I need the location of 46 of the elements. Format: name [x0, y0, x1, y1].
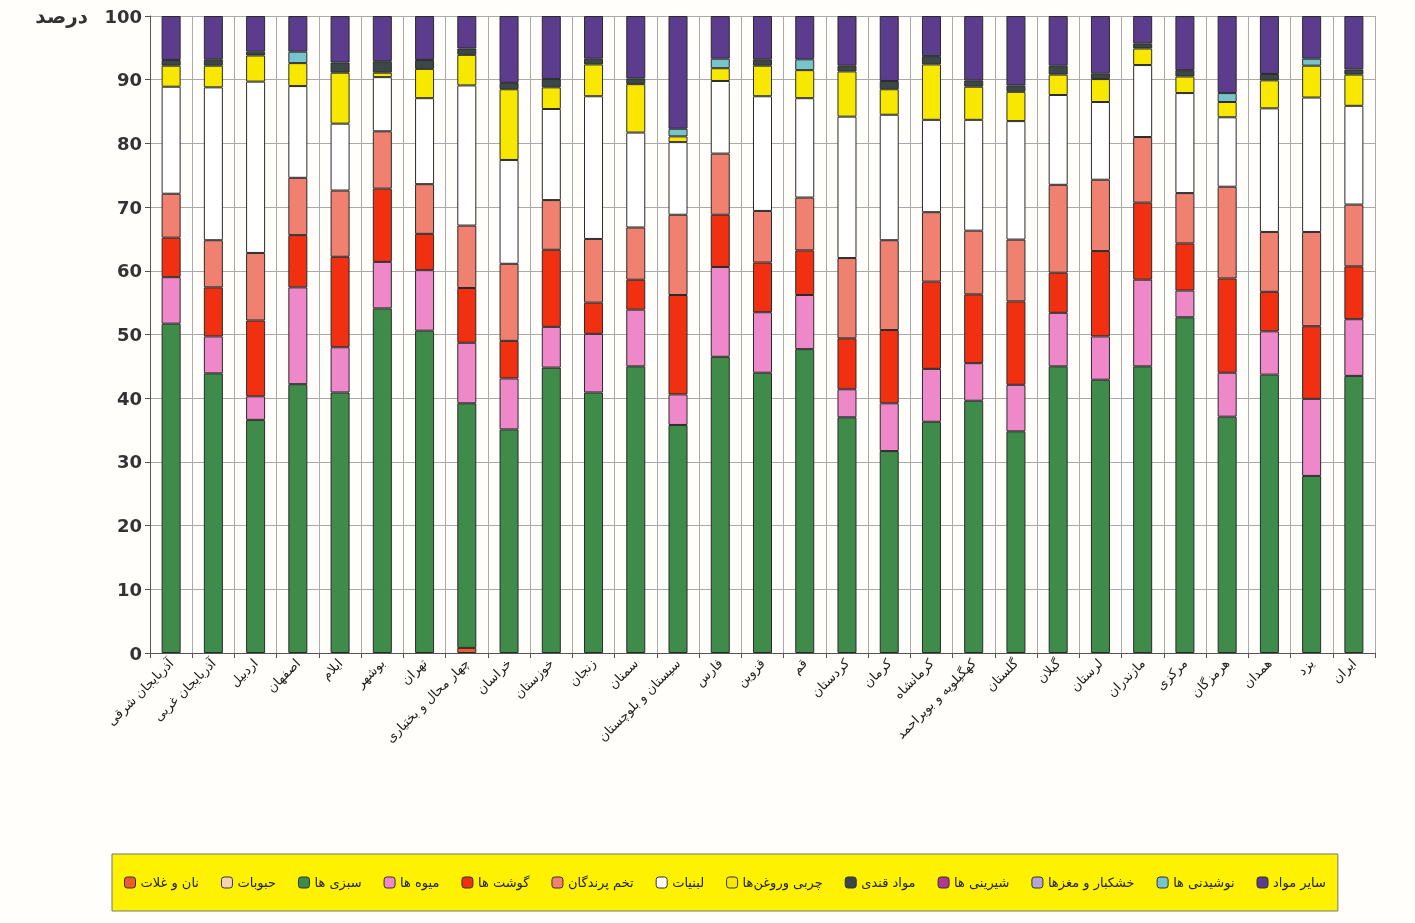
- x-tick-label: قم: [788, 655, 811, 678]
- x-tick-label: مازندران: [1104, 655, 1149, 701]
- y-tick-label: 10: [116, 578, 142, 600]
- legend-label: سایر مواد: [1273, 875, 1326, 891]
- legend-label: تخم پرندگان: [567, 875, 635, 891]
- x-tick-label: یزد: [1294, 655, 1318, 679]
- x-tick-label: گلستان: [982, 655, 1022, 695]
- x-tick-label: قزوین: [733, 655, 769, 691]
- legend-label: سبزی ها: [314, 875, 362, 891]
- legend-label: نان و غلات: [140, 875, 199, 891]
- y-tick-label: 40: [116, 387, 142, 409]
- y-tick-label: 100: [104, 5, 142, 27]
- legend-label: حبوبات: [237, 875, 276, 891]
- x-tick-label: کرمان: [860, 655, 896, 691]
- x-tick-label: کردستان: [808, 655, 854, 701]
- x-tick-label: زنجان: [565, 655, 600, 690]
- x-tick-label: اردبیل: [226, 655, 262, 691]
- x-tick-label: هرمزگان: [1188, 655, 1234, 701]
- legend-label: نوشیدنی ها: [1173, 875, 1235, 891]
- legend-label: میوه ها: [400, 875, 440, 891]
- x-tick-label: بوشهر: [352, 655, 389, 693]
- x-tick-label: ایلام: [318, 655, 346, 683]
- y-tick-label: 20: [116, 515, 142, 537]
- y-tick-label: 90: [116, 69, 142, 91]
- legend-label: مواد قندی: [861, 875, 916, 891]
- x-tick-label: مرکزی: [1152, 655, 1191, 694]
- x-tick-label: فارس: [692, 655, 727, 690]
- legend-label: گوشت ها: [477, 875, 531, 891]
- legend-label: خشکبار و مغزها: [1047, 875, 1135, 891]
- x-tick-label: همدان: [1239, 655, 1275, 691]
- bar: [246, 16, 266, 52]
- legend-label: چربی وروغن‌ها: [742, 875, 823, 891]
- y-tick-label: 70: [116, 196, 142, 218]
- y-axis-title: درصد: [35, 4, 88, 28]
- x-tick-label: لرستان: [1067, 655, 1107, 695]
- y-tick-label: 30: [116, 451, 142, 473]
- x-tick-label: اصفهان: [263, 655, 304, 696]
- x-tick-label: گیلان: [1033, 655, 1065, 686]
- legend-label: شیرینی ها: [954, 875, 1010, 891]
- legend-label: لبنیات: [672, 875, 705, 890]
- x-tick-label: تهران: [398, 655, 431, 689]
- y-tick-label: 50: [116, 324, 142, 345]
- y-tick-label: 80: [116, 132, 142, 154]
- x-tick-label: سمنان: [605, 655, 642, 692]
- x-tick-label: ایران: [1329, 655, 1360, 687]
- y-tick-label: 60: [116, 260, 142, 282]
